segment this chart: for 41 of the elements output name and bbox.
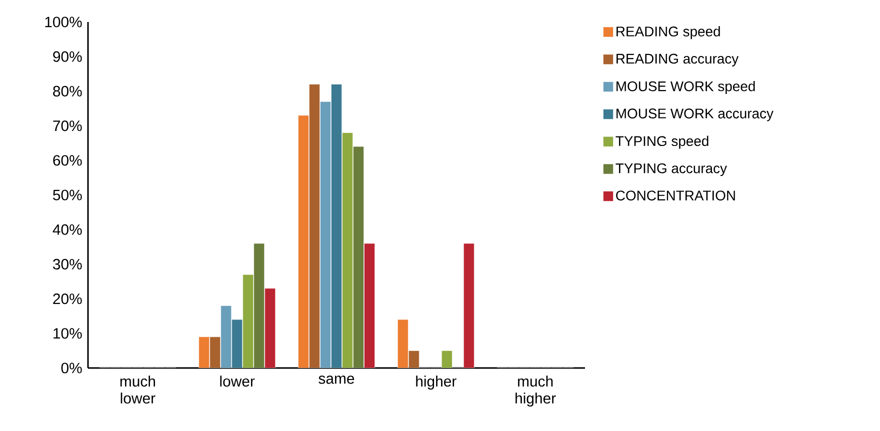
bar [398, 319, 408, 368]
bar [442, 350, 452, 368]
bar [242, 274, 254, 368]
bar [198, 336, 210, 368]
bar [298, 115, 309, 368]
legend-label: MOUSE WORK speed [616, 80, 755, 94]
bar [309, 84, 320, 368]
bar [342, 132, 353, 368]
bar [464, 243, 474, 368]
bar [232, 319, 242, 368]
legend-label: TYPING speed [616, 136, 708, 149]
bar [364, 243, 375, 368]
y-tick-label: 60% [53, 155, 82, 166]
x-tick-label: higher [416, 376, 456, 390]
y-tick-label: 0% [61, 362, 82, 374]
legend-label: READING speed [616, 26, 720, 40]
y-tick-label: 70% [53, 120, 82, 132]
bar [254, 243, 264, 368]
x-tick-label: same [318, 376, 354, 384]
bar [331, 84, 342, 368]
bar [408, 350, 420, 368]
x-tick-label: much higher [516, 376, 556, 407]
legend-label: TYPING accuracy [616, 163, 727, 176]
x-tick-label: lower [220, 376, 255, 387]
y-tick-label: 50% [53, 190, 82, 200]
y-tick-label: 40% [52, 224, 82, 235]
x-tick-label: much lower [120, 376, 156, 404]
legend-label: READING accuracy [616, 54, 739, 66]
legend-label: MOUSE WORK accuracy [616, 108, 774, 122]
bar [264, 288, 276, 368]
y-tick-label: 100% [45, 16, 82, 28]
legend-label: CONCENTRATION [616, 190, 735, 200]
bar [210, 336, 220, 368]
y-tick-label: 20% [53, 294, 82, 304]
y-tick-label: 30% [53, 258, 82, 270]
y-tick-label: 10% [54, 328, 82, 339]
y-tick-label: 90% [53, 51, 82, 62]
bar [320, 101, 331, 368]
y-tick-label: 80% [53, 86, 82, 96]
bar [353, 146, 364, 368]
bar [220, 306, 232, 368]
